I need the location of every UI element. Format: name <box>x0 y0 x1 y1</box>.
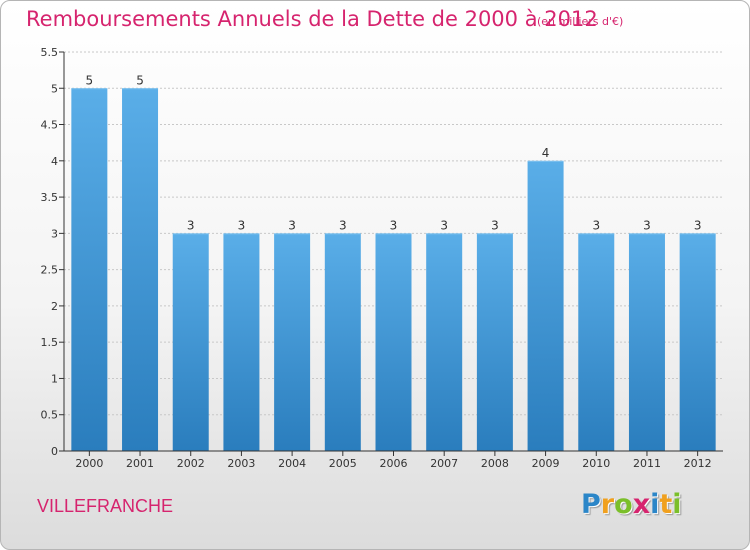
y-tick-label: 5.5 <box>41 46 59 59</box>
x-tick-label-2007: 2007 <box>430 457 458 470</box>
x-tick-label-2006: 2006 <box>380 457 408 470</box>
y-tick-label: 2 <box>51 300 58 313</box>
data-label-2000: 5 <box>86 73 94 87</box>
location-name: VILLEFRANCHE <box>37 496 174 516</box>
bar-2007 <box>426 233 463 451</box>
x-tick-label-2005: 2005 <box>329 457 357 470</box>
data-label-2006: 3 <box>390 218 398 232</box>
y-tick-label: 5 <box>51 82 58 95</box>
logo-letter: x <box>632 489 651 520</box>
bar-2011 <box>628 233 665 451</box>
bar-2000 <box>71 88 108 451</box>
y-tick-label: 1.5 <box>41 336 59 349</box>
logo-letter: P <box>581 489 601 520</box>
y-tick-label: 4 <box>51 155 58 168</box>
logo-letter: o <box>614 489 633 520</box>
y-tick-label: 0.5 <box>41 409 59 422</box>
bar-2010 <box>578 233 615 451</box>
data-label-2008: 3 <box>491 218 499 232</box>
labels: 0 0.5 1 1.5 2 2.5 3 3.5 4 4.5 5 5.5 5 2000 5 2001 3 2002 3… <box>41 46 712 470</box>
logo-letter: i <box>650 489 660 520</box>
bar-2009 <box>527 160 564 451</box>
y-tick-label: 4.5 <box>41 119 59 132</box>
x-tick-label-2004: 2004 <box>278 457 306 470</box>
bar-2006 <box>375 233 412 451</box>
data-label-2009: 4 <box>542 146 550 160</box>
y-tick-label: 3 <box>51 227 58 240</box>
bar-2001 <box>122 88 159 451</box>
y-tick-label: 2.5 <box>41 264 59 277</box>
axes <box>59 51 723 456</box>
x-tick-label-2012: 2012 <box>684 457 712 470</box>
bar-2002 <box>172 233 209 451</box>
x-tick-label-2008: 2008 <box>481 457 509 470</box>
bars <box>71 88 716 451</box>
data-label-2004: 3 <box>288 218 296 232</box>
x-tick-label-2010: 2010 <box>582 457 610 470</box>
proxiti-logo[interactable]: Proxiti <box>581 489 682 520</box>
data-label-2005: 3 <box>339 218 347 232</box>
x-tick-label-2002: 2002 <box>177 457 205 470</box>
data-label-2010: 3 <box>592 218 600 232</box>
data-label-2001: 5 <box>136 73 144 87</box>
data-label-2011: 3 <box>643 218 651 232</box>
x-tick-label-2003: 2003 <box>227 457 255 470</box>
bar-2003 <box>223 233 260 451</box>
bar-2004 <box>274 233 311 451</box>
x-tick-label-2009: 2009 <box>532 457 560 470</box>
y-tick-label: 0 <box>51 445 58 458</box>
logo-letter: t <box>659 489 673 520</box>
data-label-2002: 3 <box>187 218 195 232</box>
bar-2008 <box>476 233 513 451</box>
bar-2012 <box>679 233 716 451</box>
x-tick-label-2011: 2011 <box>633 457 661 470</box>
logo-letter: i <box>672 489 682 520</box>
x-tick-label-2000: 2000 <box>75 457 103 470</box>
logo-letter: r <box>600 489 615 520</box>
x-tick-label-2001: 2001 <box>126 457 154 470</box>
data-label-2007: 3 <box>440 218 448 232</box>
chart-title: Remboursements Annuels de la Dette de 20… <box>26 7 598 31</box>
y-tick-label: 1 <box>51 372 58 385</box>
data-label-2012: 3 <box>694 218 702 232</box>
bar-2005 <box>324 233 361 451</box>
y-tick-label: 3.5 <box>41 191 59 204</box>
chart-subtitle: (en milliers d'€) <box>537 15 624 28</box>
data-label-2003: 3 <box>238 218 246 232</box>
